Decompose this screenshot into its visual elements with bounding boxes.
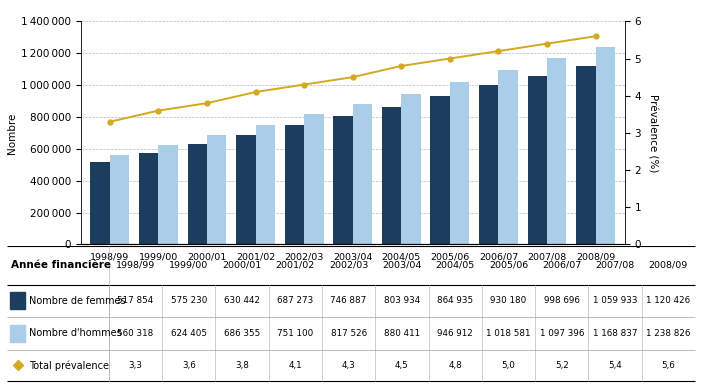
Bar [595,47,615,244]
Text: 687 273: 687 273 [277,296,314,305]
Bar [450,82,470,244]
Text: 2001/02: 2001/02 [276,261,315,270]
Text: 624 405: 624 405 [171,329,207,338]
Bar [547,58,567,244]
Text: Nombre de femmes: Nombre de femmes [29,296,126,306]
Text: 751 100: 751 100 [277,329,314,338]
Text: 1 059 933: 1 059 933 [592,296,637,305]
Bar [498,69,518,244]
Text: 575 230: 575 230 [171,296,207,305]
Bar [10,325,25,342]
Bar [353,104,372,244]
Bar [333,116,353,244]
Text: 3,3: 3,3 [128,361,143,370]
Bar [139,153,159,244]
Text: 517 854: 517 854 [117,296,154,305]
Text: 5,4: 5,4 [608,361,622,370]
Text: 2008/09: 2008/09 [649,261,688,270]
Text: 2007/08: 2007/08 [595,261,635,270]
Bar [304,114,324,244]
Text: 2000/01: 2000/01 [223,261,262,270]
Y-axis label: Nombre: Nombre [7,112,17,154]
Text: 5,2: 5,2 [555,361,569,370]
Text: 4,1: 4,1 [289,361,302,370]
Text: 5,6: 5,6 [661,361,675,370]
Bar [159,145,178,244]
Text: 817 526: 817 526 [331,329,366,338]
Bar [256,125,275,244]
Text: 560 318: 560 318 [117,329,154,338]
Bar [236,135,256,244]
Text: 4,3: 4,3 [342,361,355,370]
Bar [91,162,110,244]
Y-axis label: Prévalence (%): Prévalence (%) [648,94,658,172]
Text: 803 934: 803 934 [384,296,420,305]
Bar [207,135,227,244]
Text: 1 120 426: 1 120 426 [647,296,690,305]
Text: 1 168 837: 1 168 837 [592,329,637,338]
Text: Total prévalence: Total prévalence [29,360,109,371]
Bar [576,66,595,244]
Text: 2004/05: 2004/05 [435,261,475,270]
Text: Nombre d'hommes: Nombre d'hommes [29,329,121,338]
Text: 946 912: 946 912 [437,329,473,338]
Bar [110,155,129,244]
Text: 2002/03: 2002/03 [329,261,369,270]
Text: 686 355: 686 355 [224,329,260,338]
Text: Année financière: Année financière [11,260,110,270]
Text: 930 180: 930 180 [490,296,526,305]
Text: 1 097 396: 1 097 396 [540,329,584,338]
Text: 864 935: 864 935 [437,296,473,305]
Text: 2006/07: 2006/07 [542,261,581,270]
Text: 1998/99: 1998/99 [116,261,155,270]
Bar [187,144,207,244]
Bar [528,76,547,244]
Text: 746 887: 746 887 [331,296,366,305]
Bar [285,125,304,244]
Text: 3,6: 3,6 [182,361,196,370]
Text: 1999/00: 1999/00 [169,261,208,270]
Text: 1 238 826: 1 238 826 [646,329,691,338]
Text: 880 411: 880 411 [384,329,420,338]
Text: 4,8: 4,8 [449,361,462,370]
Text: 998 696: 998 696 [544,296,580,305]
Text: 2003/04: 2003/04 [382,261,422,270]
Text: 2005/06: 2005/06 [489,261,528,270]
Text: 630 442: 630 442 [224,296,260,305]
Bar [382,107,402,244]
Bar [430,96,450,244]
Bar [479,85,498,244]
Bar [10,293,25,309]
Text: 1 018 581: 1 018 581 [486,329,531,338]
Bar [402,94,420,244]
Text: 3,8: 3,8 [235,361,249,370]
Text: 5,0: 5,0 [501,361,515,370]
Text: 4,5: 4,5 [395,361,409,370]
